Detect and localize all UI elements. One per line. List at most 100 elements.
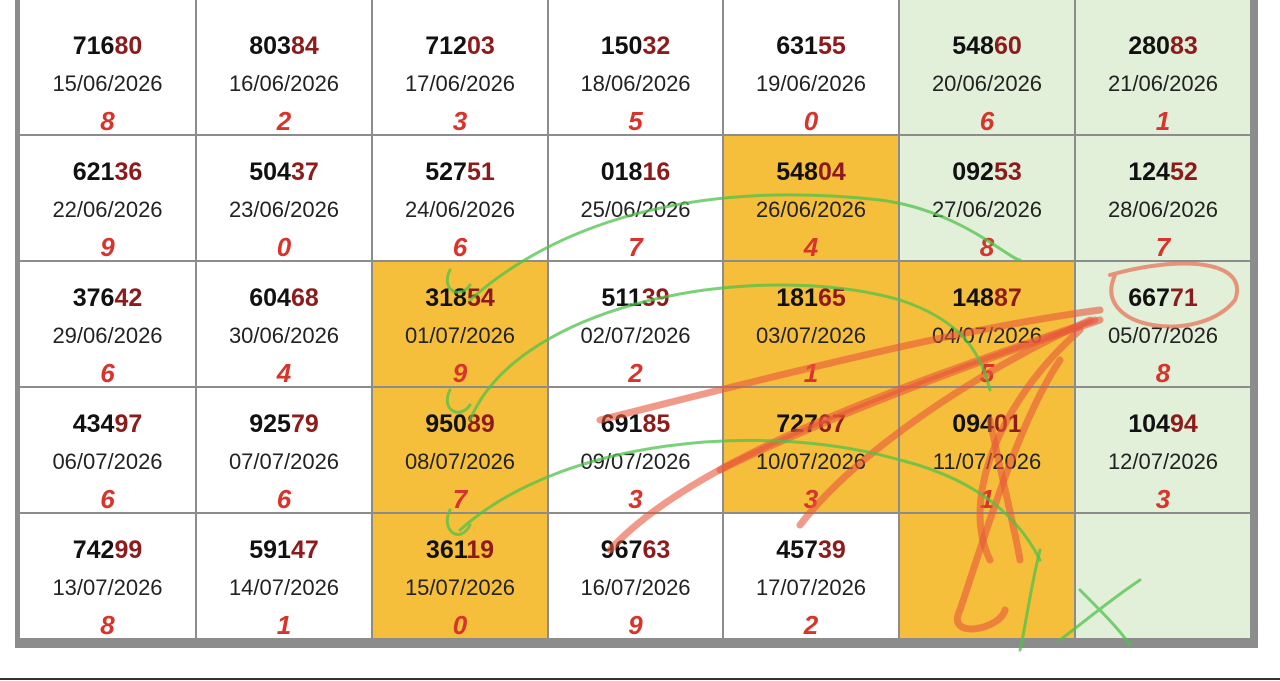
number-tail: 36 xyxy=(114,158,143,186)
draw-date: 07/07/2026 xyxy=(228,449,340,474)
result-digit: 7 xyxy=(628,232,643,262)
number-tail: 71 xyxy=(1169,284,1198,312)
result-number: 43497 xyxy=(20,410,195,439)
number-tail: 97 xyxy=(114,410,143,438)
number-head: 504 xyxy=(249,158,291,186)
cell xyxy=(549,0,722,10)
draw-date: 28/06/2026 xyxy=(1107,197,1219,222)
number-head: 181 xyxy=(776,284,818,312)
number-head: 591 xyxy=(249,536,291,564)
result-number: 31854 xyxy=(373,284,547,313)
number-tail: 42 xyxy=(114,284,143,312)
cell: 80384 16/06/2026 2 xyxy=(197,10,371,136)
draw-date: 27/06/2026 xyxy=(931,197,1043,222)
cell: 62136 22/06/2026 9 xyxy=(20,136,195,262)
draw-date: 02/07/2026 xyxy=(580,323,691,348)
result-number: 10494 xyxy=(1076,410,1250,439)
cell: 71680 15/06/2026 8 xyxy=(20,10,195,136)
cell: 71203 17/06/2026 3 xyxy=(373,10,547,136)
result-digit: 3 xyxy=(1155,484,1171,514)
result-number: 66771 xyxy=(1076,284,1250,313)
result-digit: 9 xyxy=(100,232,115,262)
number-head: 434 xyxy=(72,410,115,438)
result-digit: 8 xyxy=(100,610,115,640)
result-number: 62136 xyxy=(20,158,195,187)
number-tail: 51 xyxy=(466,158,495,186)
number-tail: 79 xyxy=(290,410,319,438)
draw-date: 06/07/2026 xyxy=(52,449,163,474)
draw-date: 08/07/2026 xyxy=(404,449,516,474)
cell xyxy=(1076,0,1250,10)
cell: 31854 01/07/2026 9 xyxy=(373,262,547,388)
draw-date: 25/06/2026 xyxy=(580,197,691,222)
number-head: 092 xyxy=(952,158,994,186)
number-head: 148 xyxy=(952,284,994,312)
number-tail: 39 xyxy=(817,536,846,564)
number-head: 124 xyxy=(1128,158,1170,186)
draw-date: 14/07/2026 xyxy=(228,575,340,600)
number-tail: 80 xyxy=(114,32,143,60)
number-head: 318 xyxy=(425,284,467,312)
result-number: 54860 xyxy=(900,32,1074,61)
result-digit: 1 xyxy=(1155,106,1171,136)
result-number: 50437 xyxy=(197,158,371,187)
result-digit: 2 xyxy=(803,610,819,640)
number-head: 621 xyxy=(72,158,115,186)
number-tail: 03 xyxy=(466,32,495,60)
number-tail: 16 xyxy=(642,158,671,186)
draw-date: 12/07/2026 xyxy=(1107,449,1219,474)
result-digit: 0 xyxy=(276,232,292,262)
result-digit: 8 xyxy=(100,106,115,136)
draw-date: 15/06/2026 xyxy=(52,71,163,96)
cell xyxy=(197,0,371,10)
cell: 60468 30/06/2026 4 xyxy=(197,262,371,388)
draw-date: 17/06/2026 xyxy=(404,71,516,96)
result-number: 37642 xyxy=(20,284,195,313)
number-head: 150 xyxy=(600,32,643,60)
number-tail: 32 xyxy=(642,32,671,60)
draw-date: 30/06/2026 xyxy=(228,323,340,348)
draw-date: 09/07/2026 xyxy=(580,449,691,474)
result-number: 36119 xyxy=(373,536,547,565)
cell: 01816 25/06/2026 7 xyxy=(549,136,722,262)
result-digit: 4 xyxy=(803,232,819,262)
draw-date: 18/06/2026 xyxy=(580,71,691,96)
result-number: 71203 xyxy=(373,32,547,61)
result-number: 15032 xyxy=(549,32,722,61)
cell xyxy=(20,0,195,10)
result-number: 80384 xyxy=(197,32,371,61)
number-head: 712 xyxy=(425,32,467,60)
number-head: 104 xyxy=(1128,410,1170,438)
number-head: 548 xyxy=(776,158,818,186)
number-tail: 63 xyxy=(642,536,671,564)
number-head: 527 xyxy=(425,158,467,186)
number-head: 280 xyxy=(1128,32,1170,60)
cell xyxy=(900,0,1074,10)
draw-date: 03/07/2026 xyxy=(755,323,867,348)
number-tail: 68 xyxy=(290,284,319,312)
number-head: 742 xyxy=(72,536,115,564)
result-digit: 6 xyxy=(100,484,115,514)
result-number: 14887 xyxy=(900,284,1074,313)
result-number: 18165 xyxy=(724,284,898,313)
number-tail: 85 xyxy=(642,410,671,438)
cell: 37642 29/06/2026 6 xyxy=(20,262,195,388)
number-tail: 60 xyxy=(993,32,1022,60)
cell: 45739 17/07/2026 2 xyxy=(724,514,898,640)
draw-date: 16/06/2026 xyxy=(228,71,340,96)
draw-date: 19/06/2026 xyxy=(755,71,867,96)
result-digit: 2 xyxy=(276,106,292,136)
number-head: 018 xyxy=(600,158,643,186)
number-tail: 53 xyxy=(993,158,1022,186)
result-digit: 2 xyxy=(628,358,643,388)
result-digit: 9 xyxy=(628,610,643,640)
number-tail: 55 xyxy=(817,32,846,60)
result-number: 28083 xyxy=(1076,32,1250,61)
number-head: 950 xyxy=(425,410,467,438)
cell: 50437 23/06/2026 0 xyxy=(197,136,371,262)
draw-date: 01/07/2026 xyxy=(404,323,516,348)
number-head: 631 xyxy=(776,32,818,60)
result-number: 71680 xyxy=(20,32,195,61)
number-head: 604 xyxy=(249,284,291,312)
